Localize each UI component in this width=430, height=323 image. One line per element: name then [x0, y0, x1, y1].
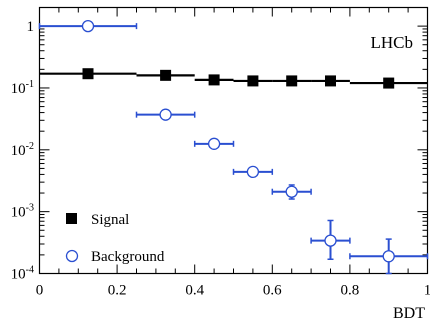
signal-point — [383, 77, 395, 89]
background-point — [324, 234, 337, 247]
signal-point — [286, 75, 298, 87]
x-tick-label: 0.8 — [341, 283, 360, 299]
signal-point — [208, 74, 220, 86]
signal-point — [247, 75, 259, 87]
legend-background-label: Background — [91, 249, 165, 265]
signal-point — [325, 75, 336, 87]
x-tick-labels: 0 0.2 0.4 0.6 0.8 1 — [36, 283, 430, 299]
series-layer — [38, 19, 429, 275]
plot-frame — [38, 6, 429, 275]
y-tick-label: 10-4 — [11, 265, 34, 283]
y-tick-label: 10-3 — [11, 203, 34, 221]
background-point — [207, 137, 221, 150]
legend-signal-label: Signal — [91, 212, 129, 228]
x-tick-label: 0.6 — [263, 283, 282, 299]
y-tick-labels: 1 10-1 10-2 10-3 10-4 — [11, 19, 34, 282]
y-tick-label: 1 — [27, 19, 35, 35]
series-signal — [39, 68, 428, 89]
background-point — [285, 185, 298, 198]
legend: Signal Background — [65, 212, 165, 265]
legend-signal-marker — [66, 213, 77, 224]
x-tick-label: 0.2 — [108, 283, 127, 299]
y-tick-label: 10-2 — [11, 141, 34, 159]
x-axis-label: BDT — [393, 305, 425, 322]
background-point — [382, 250, 395, 263]
signal-point — [160, 69, 172, 81]
legend-background-marker — [65, 249, 79, 263]
x-tick-label: 0.4 — [185, 283, 204, 299]
x-tick-label: 0 — [36, 283, 44, 299]
axis-ticks — [39, 7, 428, 274]
background-point — [246, 165, 260, 179]
background-point — [159, 108, 172, 121]
background-point — [81, 19, 95, 33]
signal-point — [82, 68, 94, 80]
series-background — [38, 19, 429, 275]
x-tick-label: 1 — [424, 283, 430, 299]
lhcb-annotation: LHCb — [371, 33, 414, 52]
y-tick-label: 10-1 — [11, 79, 34, 97]
